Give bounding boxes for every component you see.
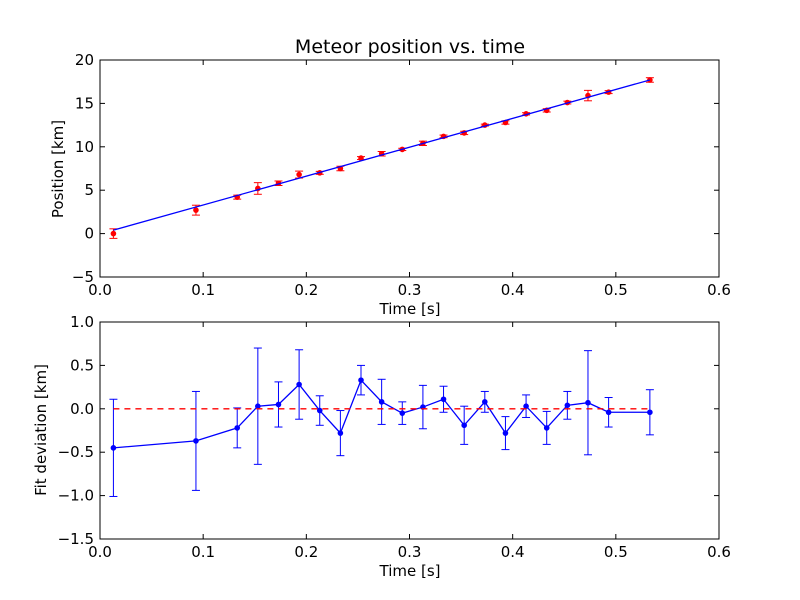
fit-deviation-data-point	[564, 402, 571, 409]
fit-deviation-x-tick-label: 0.6	[707, 543, 731, 561]
position-chart: Meteor position vs. time Time [s] Positi…	[49, 36, 731, 318]
fit-deviation-data-point	[378, 399, 385, 405]
fit-deviation-data-point	[296, 381, 302, 388]
fit-deviation-chart: Time [s] Fit deviation [km] 0.0 0.1 0.2 0.3…	[32, 313, 731, 580]
fit-deviation-chart-frame	[99, 321, 720, 540]
fit-deviation-data-point	[440, 396, 447, 403]
position-x-tick-label: 0.4	[501, 281, 525, 299]
position-chart-ticks: 0.0 0.1 0.2 0.3 0.4 0.5 0.6 −5 0 5 10 15 20	[72, 51, 731, 299]
position-x-tick-label: 0.5	[604, 281, 628, 299]
position-y-tick-label: 0	[84, 225, 94, 243]
position-y-tick-label: 20	[75, 51, 94, 69]
position-x-tick-label: 0.0	[88, 281, 112, 299]
position-chart-title: Meteor position vs. time	[295, 36, 525, 58]
fit-deviation-data-point	[234, 425, 241, 431]
fit-deviation-data-point	[255, 403, 261, 409]
position-y-tick-label: 10	[75, 138, 94, 156]
fit-deviation-y-tick-label: −1.5	[58, 530, 94, 548]
fit-deviation-y-tick-label: −1.0	[58, 487, 94, 505]
fit-deviation-y-tick-label: 0.5	[70, 356, 94, 374]
fit-deviation-data-point	[358, 377, 364, 383]
position-y-tick-label: 15	[75, 94, 94, 112]
fit-deviation-y-tick-label: −0.5	[58, 443, 94, 461]
position-x-tick-label: 0.1	[191, 281, 215, 299]
position-data-point	[358, 155, 364, 161]
position-y-tick-label: 5	[84, 181, 94, 199]
position-chart-plot-area	[109, 77, 654, 239]
fit-deviation-data-point	[502, 430, 509, 436]
fit-deviation-data-point	[193, 438, 199, 444]
position-data-point	[193, 207, 199, 213]
position-chart-x-axis-label: Time [s]	[379, 300, 441, 318]
position-x-tick-label: 0.3	[398, 281, 422, 299]
fit-deviation-data-point	[523, 403, 529, 409]
fit-deviation-chart-plot-area	[109, 347, 654, 497]
fit-deviation-x-tick-label: 0.5	[604, 543, 628, 561]
fit-deviation-x-tick-label: 0.2	[294, 543, 318, 561]
fit-deviation-data-point	[585, 399, 591, 406]
fit-deviation-series-line	[113, 378, 650, 449]
fit-deviation-data-point	[316, 407, 323, 414]
position-chart-frame	[99, 59, 720, 278]
fit-deviation-data-point	[399, 410, 406, 416]
fit-deviation-data-point	[461, 422, 467, 429]
fit-deviation-x-tick-label: 0.1	[191, 543, 215, 561]
fit-deviation-x-tick-label: 0.0	[88, 543, 112, 561]
fit-deviation-x-tick-label: 0.4	[501, 543, 525, 561]
position-x-tick-label: 0.2	[294, 281, 318, 299]
fit-deviation-chart-y-axis-label: Fit deviation [km]	[32, 364, 50, 496]
fit-deviation-data-point	[110, 445, 117, 451]
fit-deviation-data-point	[275, 401, 282, 408]
fit-deviation-y-tick-label: 1.0	[70, 313, 94, 331]
position-fit-line	[113, 79, 651, 231]
fit-deviation-data-point	[482, 399, 488, 405]
fit-deviation-data-point	[605, 409, 612, 416]
fit-deviation-data-point	[647, 409, 653, 416]
fit-deviation-chart-ticks: 0.0 0.1 0.2 0.3 0.4 0.5 0.6 −1.5 −1.0 −0.5 0.0 0.5 1…	[58, 313, 731, 561]
fit-deviation-x-tick-label: 0.3	[398, 543, 422, 561]
fit-deviation-y-tick-label: 0.0	[70, 400, 94, 418]
position-y-tick-label: −5	[72, 268, 94, 286]
fit-deviation-data-point	[337, 430, 344, 436]
position-data-point	[296, 171, 302, 178]
fit-deviation-chart-x-axis-label: Time [s]	[379, 562, 441, 580]
position-x-tick-label: 0.6	[707, 281, 731, 299]
fit-deviation-data-point	[543, 425, 550, 431]
position-data-point	[110, 230, 117, 237]
position-chart-y-axis-label: Position [km]	[49, 120, 67, 218]
